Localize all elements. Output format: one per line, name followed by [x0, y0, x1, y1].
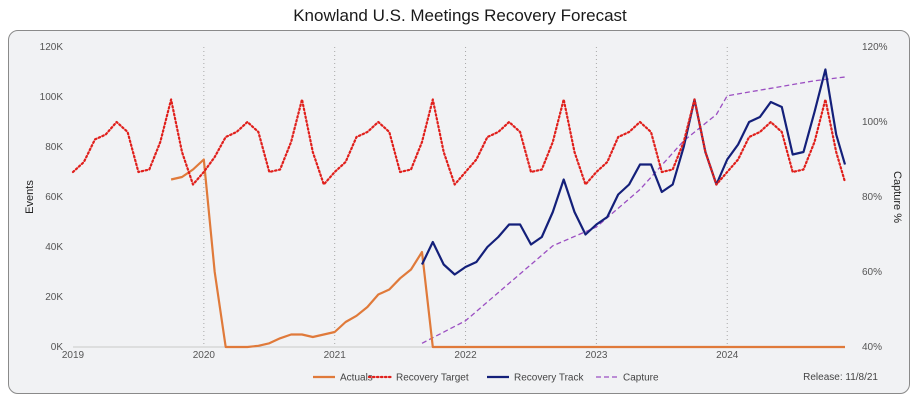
y2-tick-label: 80% [862, 192, 882, 203]
chart-panel [8, 30, 910, 394]
y2-tick-label: 60% [862, 267, 882, 278]
y2-axis-title: Capture % [891, 171, 903, 223]
y-axis-title: Events [24, 180, 36, 214]
x-tick-label: 2022 [454, 350, 477, 361]
y2-tick-label: 100% [862, 117, 888, 128]
x-tick-label: 2024 [716, 350, 739, 361]
x-tick-label: 2020 [193, 350, 216, 361]
y-tick-label: 100K [40, 92, 64, 103]
legend-label-recovery-target: Recovery Target [396, 373, 469, 384]
series-line-recovery-target [71, 98, 847, 186]
y-axis-ticks: 0K 20K 40K 60K 80K 100K 120K [40, 42, 64, 353]
x-axis-ticks: 2019 2020 2021 2022 2023 2024 [62, 350, 739, 361]
series-line-actuals [170, 158, 845, 349]
legend: Actuals Recovery Target Recovery Track Capt… [313, 373, 659, 384]
x-tick-label: 2021 [324, 350, 347, 361]
release-note: Release: 11/8/21 [803, 372, 878, 383]
y2-axis-ticks: 40% 60% 80% 100% 120% [862, 42, 888, 353]
y-tick-label: 60K [45, 192, 63, 203]
y-tick-label: 0K [51, 342, 64, 353]
series-lines [71, 68, 847, 349]
y2-tick-label: 40% [862, 342, 882, 353]
x-tick-label: 2019 [62, 350, 85, 361]
y-tick-label: 80K [45, 142, 63, 153]
vertical-gridlines [203, 47, 728, 347]
chart-title: Knowland U.S. Meetings Recovery Forecast [293, 6, 627, 25]
series-line-recovery-track [421, 68, 847, 276]
y-tick-label: 40K [45, 242, 63, 253]
legend-label-actuals: Actuals [340, 373, 373, 384]
series-line-capture [421, 76, 846, 344]
y-tick-label: 20K [45, 292, 63, 303]
x-tick-label: 2023 [585, 350, 608, 361]
y2-tick-label: 120% [862, 42, 888, 53]
legend-label-recovery-track: Recovery Track [514, 373, 584, 384]
y-tick-label: 120K [40, 42, 64, 53]
legend-label-capture: Capture [623, 373, 659, 384]
